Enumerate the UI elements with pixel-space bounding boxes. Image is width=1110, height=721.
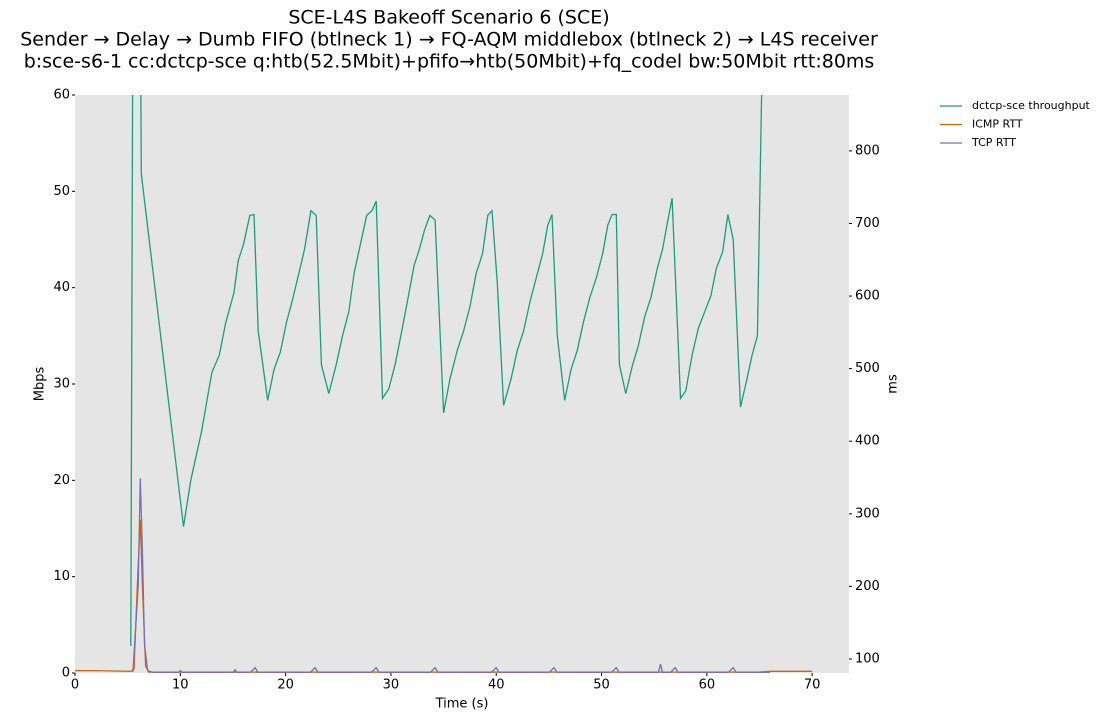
x-tick-label: 60 (699, 678, 716, 693)
y2-tick-label: 800 (855, 143, 880, 158)
y2-axis-label: ms (886, 374, 901, 394)
x-tick-label: 0 (71, 678, 79, 693)
legend-text: ICMP RTT (972, 118, 1023, 131)
legend-text: TCP RTT (971, 136, 1016, 149)
x-tick-label: 70 (804, 678, 821, 693)
y-tick-label: 30 (53, 377, 70, 392)
legend-text: dctcp-sce throughput (972, 99, 1091, 112)
x-tick-label: 30 (383, 678, 400, 693)
series-line (132, 478, 770, 673)
series-line (130, 95, 763, 647)
y2-tick-label: 600 (855, 289, 880, 304)
y2-tick-label: 500 (855, 361, 880, 376)
y-tick-label: 10 (53, 569, 70, 584)
x-tick-label: 40 (488, 678, 505, 693)
chart-subtitle: b:sce-s6-1 cc:dctcp-sce q:htb(52.5Mbit)+… (24, 51, 875, 73)
x-tick-label: 50 (593, 678, 610, 693)
chart-subtitle: Sender → Delay → Dumb FIFO (btlneck 1) →… (20, 29, 878, 51)
y-tick-label: 20 (53, 473, 70, 488)
y-tick-label: 60 (53, 88, 70, 103)
plot-area (75, 95, 849, 673)
series-line (75, 519, 813, 673)
y2-tick-label: 200 (855, 579, 880, 594)
x-tick-label: 10 (172, 678, 189, 693)
plot-lines (75, 95, 813, 673)
y-tick-label: 40 (53, 280, 70, 295)
x-tick-label: 20 (277, 678, 294, 693)
y-tick-label: 0 (62, 666, 70, 681)
y-axis-label: Mbps (33, 367, 48, 402)
y2-tick-label: 400 (855, 434, 880, 449)
x-axis-label: Time (s) (435, 697, 489, 712)
chart-title: SCE-L4S Bakeoff Scenario 6 (SCE) (288, 7, 609, 29)
y2-tick-label: 100 (855, 651, 880, 666)
y2-tick-label: 700 (855, 216, 880, 231)
y2-tick-label: 300 (855, 506, 880, 521)
y-tick-label: 50 (53, 184, 70, 199)
